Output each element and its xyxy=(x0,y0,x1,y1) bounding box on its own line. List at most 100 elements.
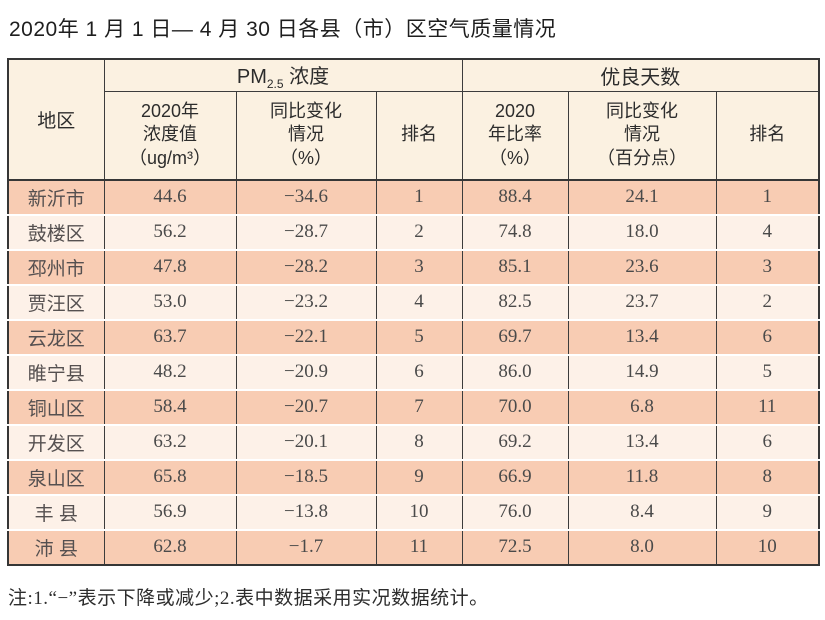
pm-value-cell: 56.9 xyxy=(103,493,237,530)
table-row: 睢宁县 48.2 −20.9 6 86.0 14.9 5 xyxy=(7,353,820,390)
pm-change-cell: −20.9 xyxy=(235,353,377,390)
days-change-cell: 24.1 xyxy=(567,179,717,215)
pm-change-cell: −20.1 xyxy=(235,423,377,460)
pm-value-cell: 44.6 xyxy=(103,179,237,215)
pm-change-cell: −13.8 xyxy=(235,493,377,530)
days-change-cell: 14.9 xyxy=(567,353,717,390)
days-ratio-cell: 70.0 xyxy=(461,388,569,425)
column-group-pm25: PM2.5 浓度 xyxy=(103,59,463,92)
pm25-label-suffix: 浓度 xyxy=(283,66,330,88)
page-title: 2020年 1 月 1 日— 4 月 30 日各县（市）区空气质量情况 xyxy=(9,18,557,41)
table-row: 云龙区 63.7 −22.1 5 69.7 13.4 6 xyxy=(7,318,820,355)
table-header: 地区 PM2.5 浓度 优良天数 2020年 浓度值 （ug/m³） 同比变化 … xyxy=(7,59,820,181)
days-ratio-cell: 72.5 xyxy=(461,528,569,565)
pm-change-cell: −28.7 xyxy=(235,213,377,250)
column-group-good-days: 优良天数 xyxy=(461,59,820,92)
pm-rank-cell: 8 xyxy=(375,423,463,460)
pm-rank-cell: 7 xyxy=(375,388,463,425)
region-cell: 睢宁县 xyxy=(7,353,105,390)
days-rank-cell: 4 xyxy=(715,213,820,250)
days-rank-cell: 3 xyxy=(715,248,820,285)
footnote: 注:1.“−”表示下降或减少;2.表中数据采用实况数据统计。 xyxy=(8,587,489,609)
pm-value-cell: 58.4 xyxy=(103,388,237,425)
region-cell: 邳州市 xyxy=(7,248,105,285)
column-header-pm-value: 2020年 浓度值 （ug/m³） xyxy=(103,91,237,181)
region-cell: 丰 县 xyxy=(7,493,105,530)
pm25-label-subscript: 2.5 xyxy=(266,77,284,91)
column-header-pm-rank: 排名 xyxy=(375,91,463,181)
column-header-days-ratio: 2020 年比率 （%） xyxy=(461,91,569,181)
days-ratio-cell: 85.1 xyxy=(461,248,569,285)
pm-rank-cell: 10 xyxy=(375,493,463,530)
days-rank-cell: 11 xyxy=(715,388,820,425)
pm25-label-prefix: PM xyxy=(236,66,267,88)
pm-rank-cell: 1 xyxy=(375,179,463,215)
pm-rank-cell: 5 xyxy=(375,318,463,355)
days-rank-cell: 1 xyxy=(715,179,820,215)
pm-value-cell: 56.2 xyxy=(103,213,237,250)
days-change-cell: 8.4 xyxy=(567,493,717,530)
table-row: 新沂市 44.6 −34.6 1 88.4 24.1 1 xyxy=(7,179,820,215)
table-row: 沛 县 62.8 −1.7 11 72.5 8.0 10 xyxy=(7,528,820,565)
days-change-cell: 13.4 xyxy=(567,318,717,355)
region-cell: 贾汪区 xyxy=(7,283,105,320)
pm-rank-cell: 3 xyxy=(375,248,463,285)
pm-change-cell: −1.7 xyxy=(235,528,377,565)
pm-value-cell: 63.7 xyxy=(103,318,237,355)
pm-value-cell: 47.8 xyxy=(103,248,237,285)
days-rank-cell: 6 xyxy=(715,423,820,460)
days-ratio-cell: 86.0 xyxy=(461,353,569,390)
table-row: 铜山区 58.4 −20.7 7 70.0 6.8 11 xyxy=(7,388,820,425)
pm-value-cell: 65.8 xyxy=(103,458,237,495)
pm-change-cell: −22.1 xyxy=(235,318,377,355)
pm-change-cell: −20.7 xyxy=(235,388,377,425)
days-change-cell: 13.4 xyxy=(567,423,717,460)
pm-value-cell: 63.2 xyxy=(103,423,237,460)
pm-rank-cell: 6 xyxy=(375,353,463,390)
days-change-cell: 23.6 xyxy=(567,248,717,285)
pm-value-cell: 53.0 xyxy=(103,283,237,320)
days-rank-cell: 5 xyxy=(715,353,820,390)
table-row: 开发区 63.2 −20.1 8 69.2 13.4 6 xyxy=(7,423,820,460)
days-ratio-cell: 76.0 xyxy=(461,493,569,530)
days-change-cell: 23.7 xyxy=(567,283,717,320)
table-body: 新沂市 44.6 −34.6 1 88.4 24.1 1 鼓楼区 56.2 −2… xyxy=(7,179,820,565)
region-cell: 鼓楼区 xyxy=(7,213,105,250)
pm-rank-cell: 4 xyxy=(375,283,463,320)
region-cell: 铜山区 xyxy=(7,388,105,425)
region-cell: 新沂市 xyxy=(7,179,105,215)
header-group-row: 地区 PM2.5 浓度 优良天数 xyxy=(7,59,820,181)
pm-rank-cell: 9 xyxy=(375,458,463,495)
column-header-region: 地区 xyxy=(7,59,105,181)
region-cell: 开发区 xyxy=(7,423,105,460)
days-change-cell: 6.8 xyxy=(567,388,717,425)
column-header-pm-change: 同比变化 情况 （%） xyxy=(235,91,377,181)
pm-value-cell: 62.8 xyxy=(103,528,237,565)
days-rank-cell: 2 xyxy=(715,283,820,320)
pm-change-cell: −28.2 xyxy=(235,248,377,285)
pm-change-cell: −23.2 xyxy=(235,283,377,320)
header-sub-row: 2020年 浓度值 （ug/m³） 同比变化 情况 （%） 排名 2020 年比… xyxy=(8,91,820,181)
table-row: 泉山区 65.8 −18.5 9 66.9 11.8 8 xyxy=(7,458,820,495)
pm-change-cell: −34.6 xyxy=(235,179,377,215)
column-header-days-rank: 排名 xyxy=(715,91,820,181)
days-change-cell: 11.8 xyxy=(567,458,717,495)
region-cell: 沛 县 xyxy=(7,528,105,565)
days-ratio-cell: 66.9 xyxy=(461,458,569,495)
pm-rank-cell: 11 xyxy=(375,528,463,565)
pm-rank-cell: 2 xyxy=(375,213,463,250)
days-ratio-cell: 74.8 xyxy=(461,213,569,250)
pm-value-cell: 48.2 xyxy=(103,353,237,390)
table-row: 鼓楼区 56.2 −28.7 2 74.8 18.0 4 xyxy=(7,213,820,250)
days-rank-cell: 9 xyxy=(715,493,820,530)
days-change-cell: 8.0 xyxy=(567,528,717,565)
pm-change-cell: −18.5 xyxy=(235,458,377,495)
table-row: 邳州市 47.8 −28.2 3 85.1 23.6 3 xyxy=(7,248,820,285)
days-ratio-cell: 69.2 xyxy=(461,423,569,460)
region-cell: 云龙区 xyxy=(7,318,105,355)
table-row: 丰 县 56.9 −13.8 10 76.0 8.4 9 xyxy=(7,493,820,530)
days-ratio-cell: 82.5 xyxy=(461,283,569,320)
column-header-days-change: 同比变化 情况 （百分点） xyxy=(567,91,717,181)
days-rank-cell: 6 xyxy=(715,318,820,355)
